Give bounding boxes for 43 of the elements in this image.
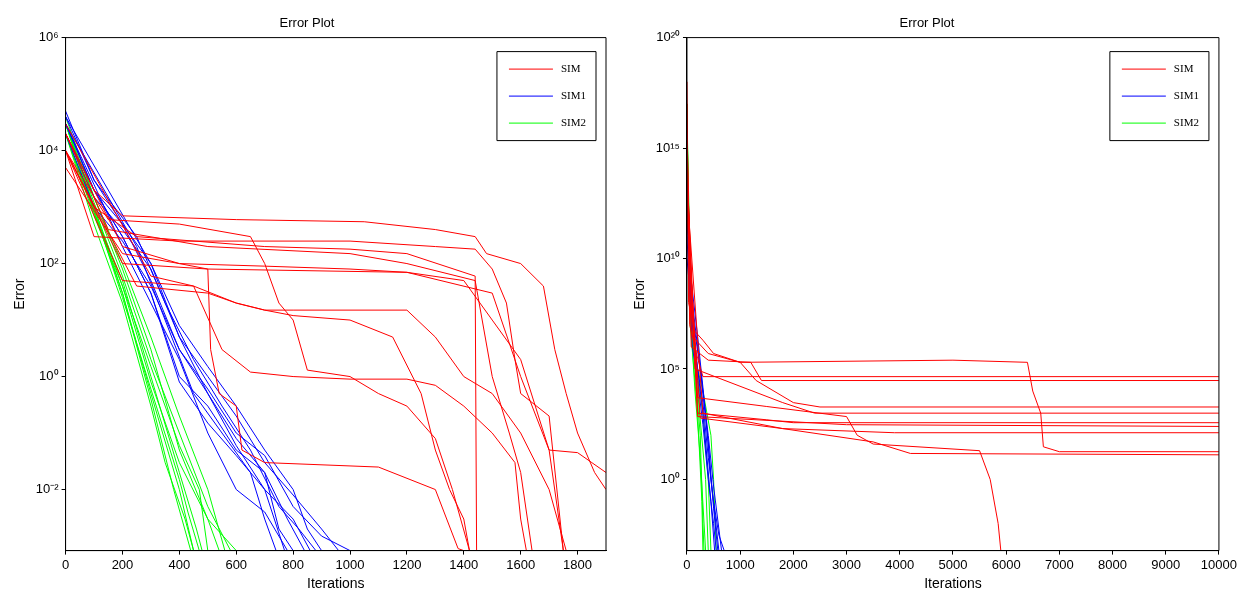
x-tick-label: 8000 <box>1098 556 1127 572</box>
x-tick-label: 2000 <box>778 556 808 572</box>
y-tick-label: 10⁰ <box>660 471 680 486</box>
y-axis-title: Error <box>11 278 28 310</box>
legend-label: SIM1 <box>1173 88 1199 101</box>
x-tick-label: 0 <box>61 556 70 572</box>
x-axis-title: Iterations <box>924 575 982 592</box>
y-tick-label: 10²⁰ <box>656 29 680 45</box>
x-tick-label: 1400 <box>449 556 479 572</box>
y-tick-label: 10¹⁰ <box>656 250 680 266</box>
y-tick-label: 10⁰ <box>39 368 59 384</box>
x-tick-label: 1200 <box>392 556 422 572</box>
legend-label: SIM1 <box>560 88 586 101</box>
x-axis-title: Iterations <box>307 575 365 592</box>
x-tick-label: 1000 <box>335 556 365 572</box>
y-tick-label: 10⁻² <box>35 481 60 497</box>
y-axis-title: Error <box>631 278 648 310</box>
x-tick-label: 3000 <box>832 556 862 572</box>
legend-label: SIM2 <box>560 115 586 128</box>
x-tick-label: 1800 <box>563 556 593 572</box>
x-tick-label: 5000 <box>938 556 968 572</box>
y-tick-label: 10² <box>39 255 60 271</box>
x-tick-label: 9000 <box>1151 556 1181 572</box>
legend-label: SIM2 <box>1173 115 1199 128</box>
x-tick-label: 0 <box>683 556 691 572</box>
x-tick-label: 200 <box>111 556 134 572</box>
y-tick-label: 10⁴ <box>38 142 59 158</box>
x-tick-label: 6000 <box>991 556 1021 572</box>
x-tick-label: 800 <box>282 556 304 572</box>
x-tick-label: 400 <box>168 556 191 572</box>
chart-title: Error Plot <box>899 15 955 31</box>
legend-label: SIM <box>560 61 581 74</box>
y-tick-label: 10⁶ <box>38 29 59 45</box>
legend-label: SIM <box>1173 61 1194 74</box>
x-tick-label: 1600 <box>506 556 536 572</box>
x-tick-label: 600 <box>225 556 248 572</box>
x-tick-label: 1000 <box>725 556 755 572</box>
x-tick-label: 10000 <box>1200 556 1237 572</box>
y-tick-label: 10¹⁵ <box>655 139 680 155</box>
x-tick-label: 7000 <box>1044 556 1074 572</box>
y-tick-label: 10⁵ <box>660 360 680 376</box>
x-tick-label: 4000 <box>885 556 915 572</box>
chart-title: Error Plot <box>279 15 335 31</box>
